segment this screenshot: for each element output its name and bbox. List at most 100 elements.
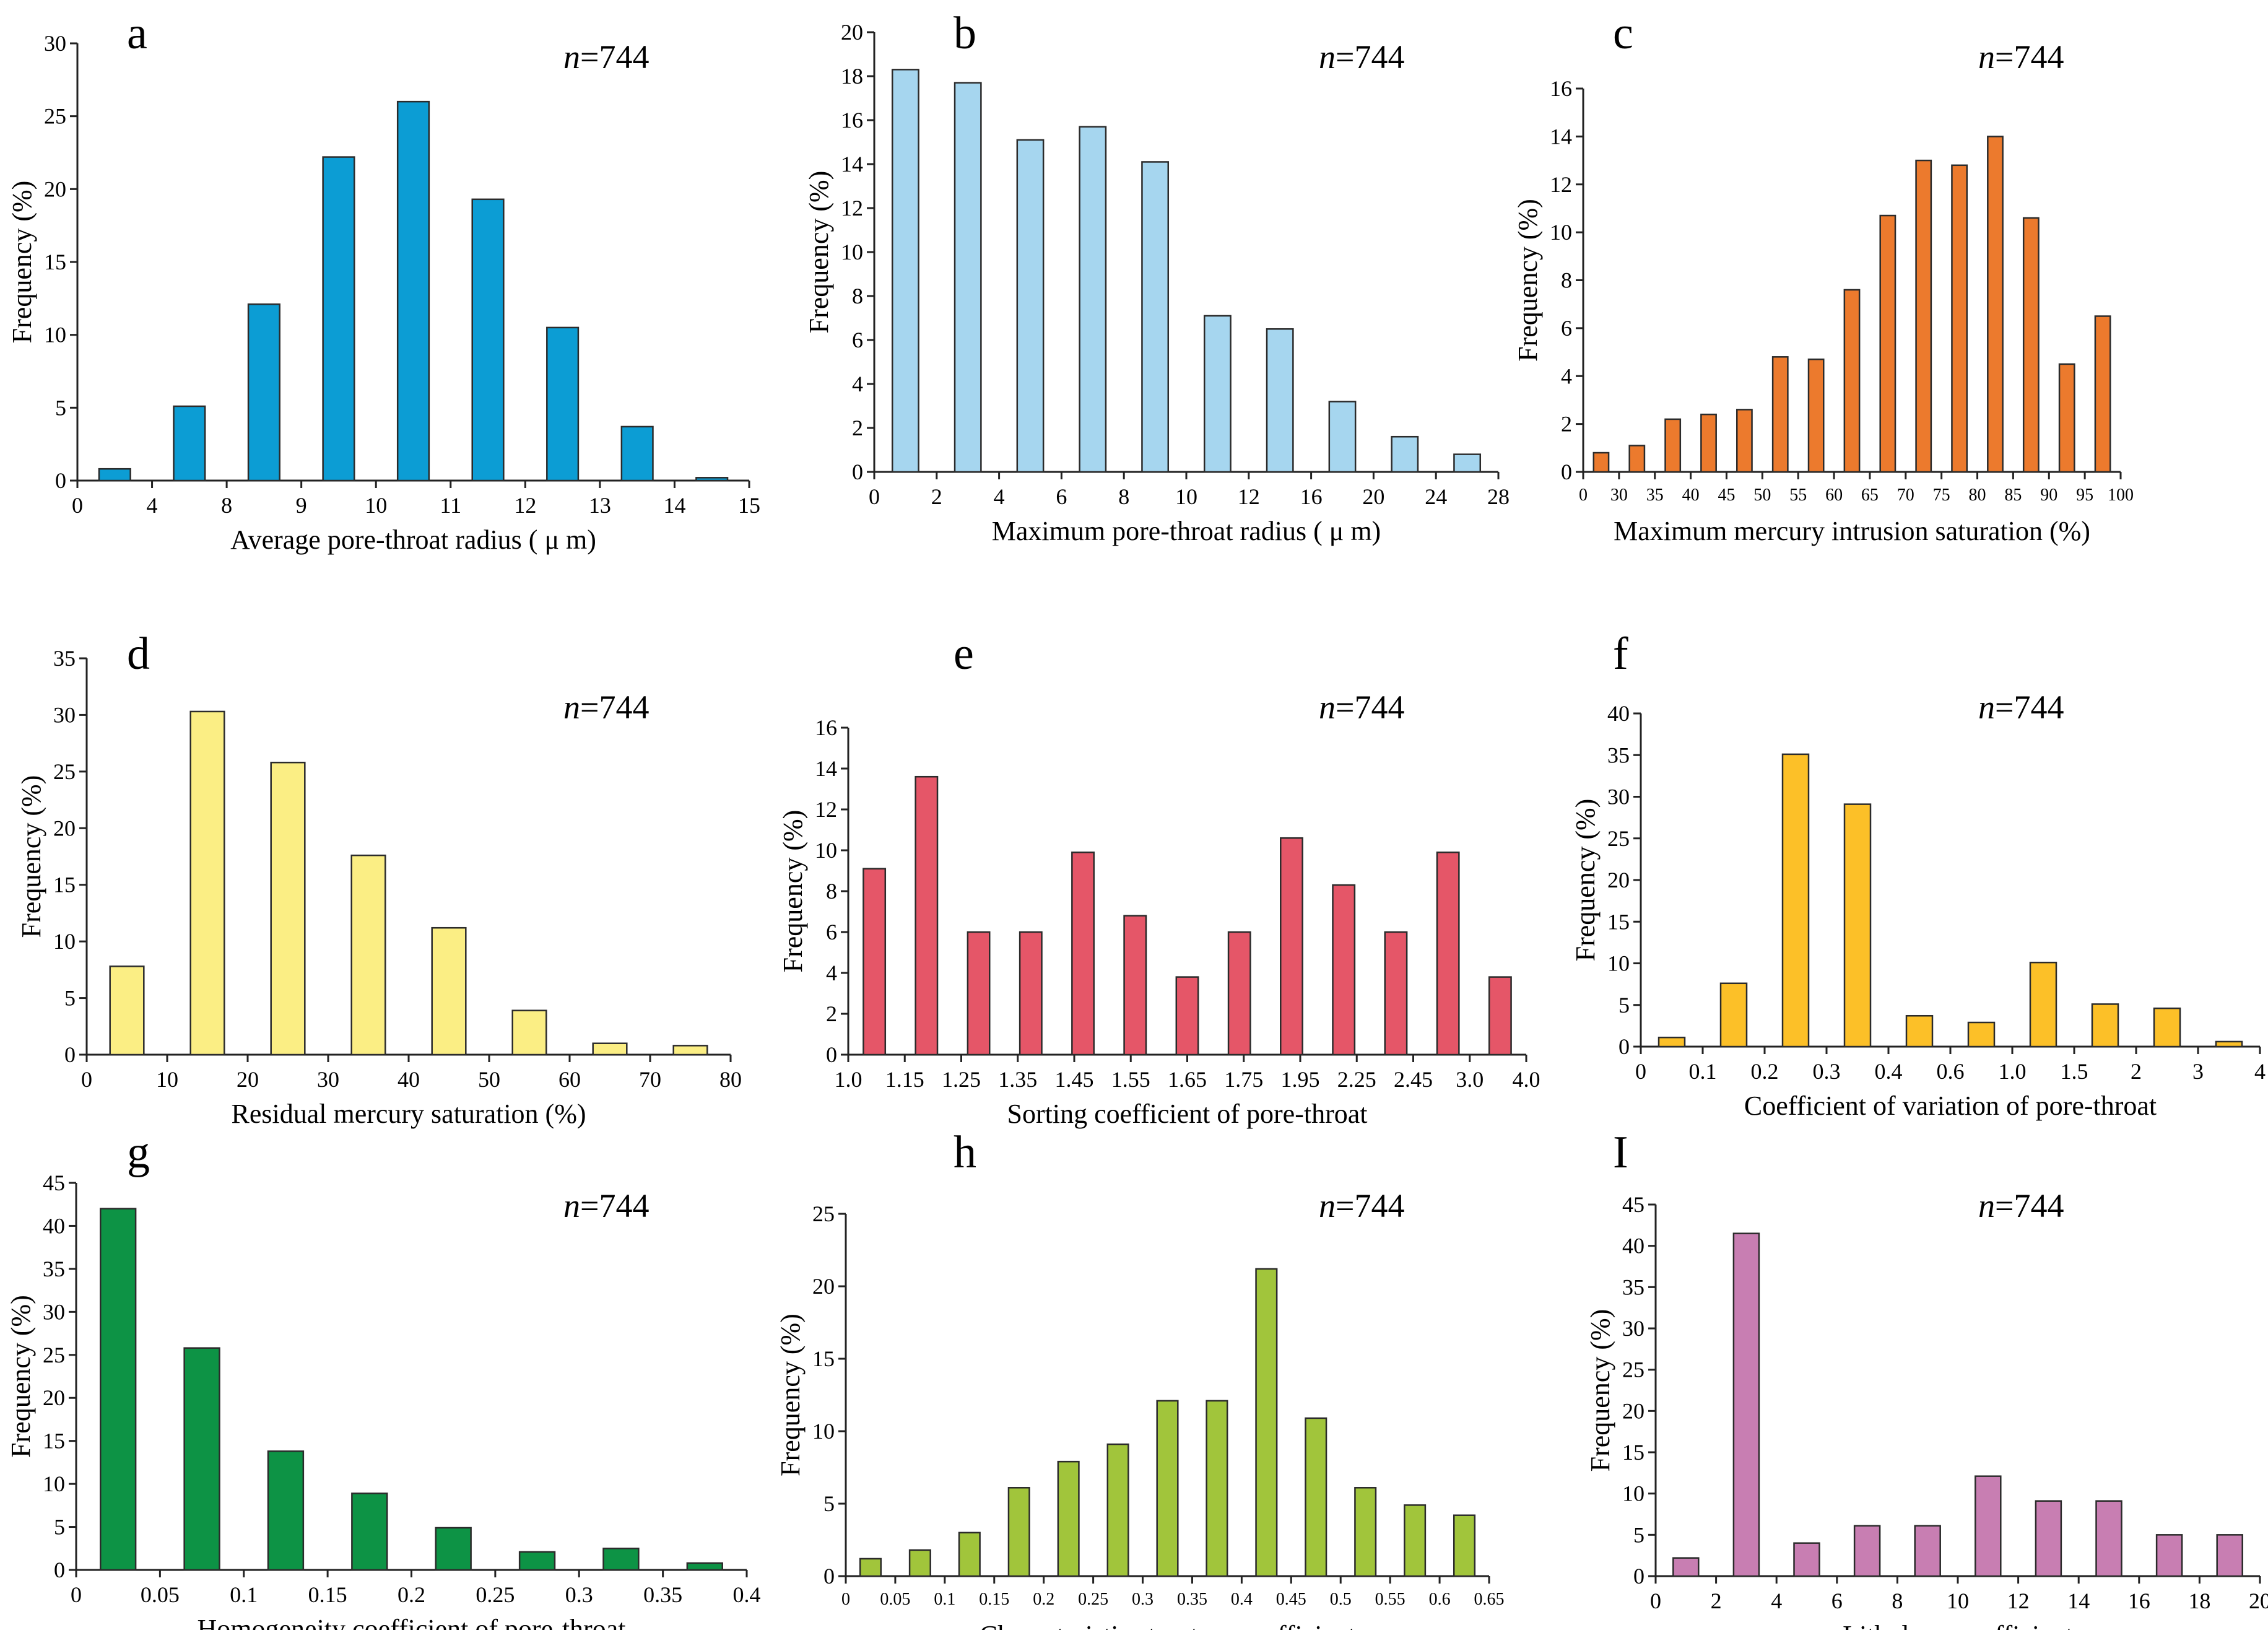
x-tick-label: 0.4 bbox=[733, 1582, 761, 1607]
x-tick-label: 10 bbox=[156, 1067, 178, 1092]
x-tick-label: 90 bbox=[2040, 486, 2057, 505]
x-tick-label: 1.95 bbox=[1281, 1067, 1320, 1092]
x-tick-label: 0.2 bbox=[1751, 1059, 1779, 1084]
y-tick-label: 6 bbox=[826, 920, 837, 944]
x-tick-label: 0.15 bbox=[308, 1582, 347, 1607]
bar bbox=[1057, 1460, 1080, 1577]
x-tick-label: 16 bbox=[1300, 484, 1323, 509]
x-tick-label: 1.5 bbox=[2061, 1059, 2088, 1084]
sample-count: n=744 bbox=[563, 38, 649, 76]
y-tick-label: 35 bbox=[1622, 1275, 1645, 1299]
bar bbox=[1807, 358, 1825, 473]
bar bbox=[1987, 136, 2004, 473]
y-tick-label: 16 bbox=[815, 715, 837, 740]
y-tick-label: 8 bbox=[826, 879, 837, 904]
x-tick-label: 28 bbox=[1487, 484, 1510, 509]
bar bbox=[862, 868, 887, 1056]
x-tick-label: 0.5 bbox=[1330, 1590, 1352, 1609]
y-axis-label: Frequency (%) bbox=[775, 1314, 806, 1476]
bar bbox=[100, 1208, 137, 1571]
x-tick-label: 70 bbox=[639, 1067, 661, 1092]
x-tick-label: 14 bbox=[2067, 1589, 2090, 1613]
y-tick-label: 2 bbox=[852, 416, 863, 440]
y-tick-label: 15 bbox=[43, 1429, 65, 1453]
bar bbox=[2029, 961, 2057, 1048]
x-tick-label: 10 bbox=[1947, 1589, 1969, 1613]
y-tick-label: 0 bbox=[1561, 460, 1572, 484]
x-tick-label: 1.0 bbox=[1999, 1059, 2027, 1084]
x-tick-label: 95 bbox=[2076, 486, 2093, 505]
bar bbox=[958, 1532, 981, 1577]
y-tick-label: 20 bbox=[43, 1385, 65, 1410]
bar bbox=[1436, 852, 1460, 1056]
y-tick-label: 40 bbox=[1607, 701, 1630, 726]
sample-count: n=744 bbox=[563, 1187, 649, 1224]
bar bbox=[1879, 214, 1897, 473]
x-tick-label: 8 bbox=[1892, 1589, 1903, 1613]
y-tick-label: 12 bbox=[1550, 172, 1572, 197]
bar bbox=[546, 326, 580, 482]
bar bbox=[891, 69, 919, 473]
bar bbox=[1206, 1400, 1228, 1577]
x-axis-label: Maximum pore-throat radius ( μ m) bbox=[992, 516, 1381, 546]
y-axis-label: Frequency (%) bbox=[1570, 799, 1601, 962]
bar bbox=[1951, 164, 1968, 473]
bar bbox=[1106, 1443, 1129, 1577]
panel-label: e bbox=[954, 629, 974, 679]
x-tick-label: 0.3 bbox=[565, 1582, 593, 1607]
x-tick-label: 6 bbox=[1056, 484, 1067, 509]
x-tick-label: 1.15 bbox=[885, 1067, 924, 1092]
y-tick-label: 5 bbox=[823, 1491, 835, 1516]
bar bbox=[431, 926, 467, 1056]
y-tick-label: 18 bbox=[841, 64, 863, 89]
x-tick-label: 0.1 bbox=[1689, 1059, 1717, 1084]
y-tick-label: 0 bbox=[826, 1042, 837, 1067]
y-tick-label: 10 bbox=[812, 1419, 835, 1444]
bar bbox=[1843, 289, 1861, 473]
bar bbox=[1007, 1487, 1030, 1577]
x-tick-label: 3 bbox=[2192, 1059, 2204, 1084]
panel-f: 0 5 10 15 20 25 30 35 40 0 0.1 0.2 0.3 0.4 0.6 1.0 1.5 2 3… bbox=[1570, 629, 2266, 1121]
x-tick-label: 0 bbox=[1579, 486, 1588, 505]
y-axis-label: Frequency (%) bbox=[778, 810, 808, 973]
bar bbox=[109, 965, 145, 1056]
y-axis-label: Frequency (%) bbox=[804, 171, 834, 334]
y-tick-label: 5 bbox=[1618, 993, 1630, 1018]
bar bbox=[1404, 1504, 1427, 1577]
x-tick-label: 0 bbox=[72, 493, 83, 518]
x-axis-label: Sorting coefficient of pore-throat bbox=[1007, 1099, 1368, 1129]
x-tick-label: 0.2 bbox=[398, 1582, 425, 1607]
y-tick-label: 30 bbox=[1607, 785, 1630, 809]
bar bbox=[1141, 161, 1170, 473]
bar bbox=[1975, 1475, 2002, 1577]
y-tick-label: 15 bbox=[44, 250, 66, 274]
bar bbox=[695, 477, 729, 482]
bar bbox=[1266, 328, 1294, 473]
y-tick-label: 10 bbox=[841, 240, 863, 264]
y-tick-label: 4 bbox=[1561, 364, 1572, 388]
bar bbox=[518, 1551, 556, 1571]
x-tick-label: 0 bbox=[841, 1590, 850, 1609]
x-tick-label: 4 bbox=[994, 484, 1005, 509]
y-tick-label: 16 bbox=[841, 108, 863, 133]
y-tick-label: 30 bbox=[1622, 1316, 1645, 1341]
x-tick-label: 70 bbox=[1897, 486, 1914, 505]
x-axis-label: Residual mercury saturation (%) bbox=[231, 1099, 586, 1129]
bar bbox=[592, 1042, 628, 1056]
bar bbox=[1700, 413, 1717, 473]
bar bbox=[1391, 435, 1419, 473]
x-tick-label: 12 bbox=[1238, 484, 1260, 509]
bar bbox=[396, 100, 430, 482]
x-tick-label: 100 bbox=[2108, 486, 2134, 505]
x-tick-label: 0.05 bbox=[880, 1590, 910, 1609]
x-tick-label: 1.45 bbox=[1055, 1067, 1094, 1092]
x-tick-label: 4.0 bbox=[1513, 1067, 1540, 1092]
y-tick-label: 15 bbox=[812, 1346, 835, 1371]
y-tick-label: 25 bbox=[53, 759, 76, 784]
x-tick-label: 13 bbox=[589, 493, 611, 518]
y-tick-label: 25 bbox=[812, 1201, 835, 1226]
y-tick-label: 10 bbox=[44, 323, 66, 347]
x-tick-label: 80 bbox=[719, 1067, 742, 1092]
x-tick-label: 0.3 bbox=[1813, 1059, 1841, 1084]
bar bbox=[859, 1558, 882, 1577]
